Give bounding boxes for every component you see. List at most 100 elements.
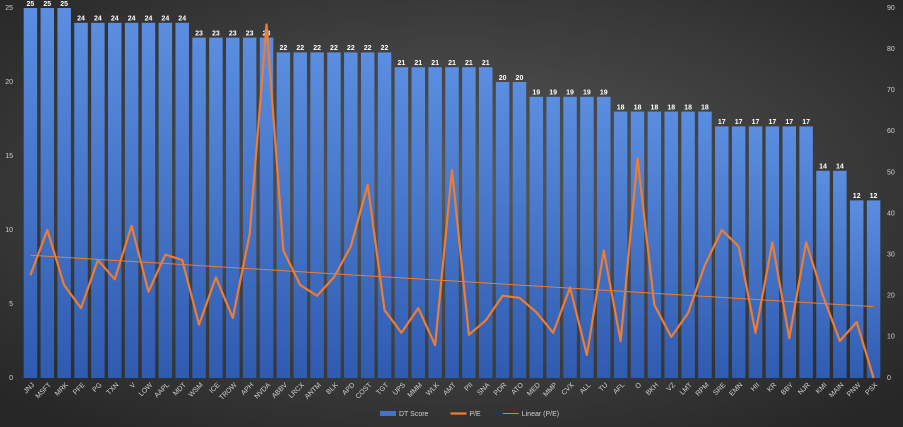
bar <box>597 96 611 379</box>
x-tick-label: KR <box>766 382 778 394</box>
value-label: 22 <box>347 45 355 52</box>
value-label: 17 <box>752 119 760 126</box>
bar <box>647 111 662 378</box>
bar <box>74 22 88 379</box>
y-tick-label: 10 <box>5 227 13 234</box>
value-label: 23 <box>195 30 203 37</box>
bar <box>377 52 392 379</box>
bar <box>428 67 442 378</box>
y-tick-label: 15 <box>5 153 13 160</box>
value-label: 22 <box>330 45 338 52</box>
value-label: 18 <box>634 104 642 111</box>
bar <box>344 52 358 379</box>
bar <box>866 200 881 378</box>
bar <box>242 37 257 378</box>
value-label: 20 <box>516 75 524 82</box>
value-label: 25 <box>27 1 35 8</box>
value-label: 18 <box>701 104 709 111</box>
value-label: 22 <box>381 45 389 52</box>
value-label: 23 <box>212 30 220 37</box>
x-tick-label: O <box>634 381 643 390</box>
bar <box>57 8 71 378</box>
value-label: 22 <box>279 45 287 52</box>
bar <box>546 96 560 379</box>
value-label: 17 <box>735 119 743 126</box>
x-tick-label: HII <box>750 382 761 393</box>
y-tick-label: 20 <box>5 79 13 86</box>
value-label: 21 <box>398 60 406 67</box>
bar <box>40 8 55 378</box>
value-label: 14 <box>836 164 844 171</box>
value-label: 22 <box>313 45 321 52</box>
value-label: 21 <box>465 60 473 67</box>
bar <box>580 96 594 379</box>
bar <box>293 52 307 379</box>
value-label: 23 <box>229 30 237 37</box>
line <box>29 23 875 379</box>
value-label: 18 <box>684 104 692 111</box>
bar <box>276 52 291 379</box>
bar <box>849 200 864 378</box>
bar <box>715 126 729 379</box>
y2-tick-label: 60 <box>887 128 895 135</box>
bar <box>698 111 712 378</box>
value-label: 12 <box>870 193 878 200</box>
bar <box>226 37 240 378</box>
y-tick-label: 5 <box>9 301 13 308</box>
value-label: 20 <box>499 75 507 82</box>
value-label: 24 <box>145 16 153 23</box>
bar <box>799 126 813 379</box>
bar <box>108 22 122 379</box>
bar <box>192 37 206 378</box>
value-label: 24 <box>111 16 119 23</box>
bar <box>833 170 847 378</box>
bar <box>529 96 544 379</box>
bar <box>630 111 645 378</box>
bar <box>731 126 746 379</box>
value-label: 22 <box>364 45 372 52</box>
value-label: 19 <box>549 90 557 97</box>
y2-tick-label: 0 <box>887 375 891 382</box>
bar <box>327 52 341 379</box>
trendline <box>30 254 874 308</box>
legend-swatch <box>380 411 396 416</box>
y2-tick-label: 10 <box>887 334 895 341</box>
value-label: 17 <box>802 119 810 126</box>
value-label: 18 <box>667 104 675 111</box>
value-label: 21 <box>482 60 490 67</box>
y2-tick-label: 20 <box>887 293 895 300</box>
value-label: 25 <box>43 1 51 8</box>
x-tick-label: PII <box>464 382 475 393</box>
bar <box>158 22 173 379</box>
bar <box>394 67 409 378</box>
bar <box>310 52 324 379</box>
bar <box>141 22 156 379</box>
value-label: 19 <box>532 90 540 97</box>
value-label: 21 <box>431 60 439 67</box>
bar <box>816 170 830 378</box>
y2-tick-label: 80 <box>887 46 895 53</box>
x-tick-label: TU <box>598 382 610 394</box>
value-label: 19 <box>583 90 591 97</box>
value-label: 21 <box>414 60 422 67</box>
value-label: 24 <box>178 16 186 23</box>
value-label: 24 <box>161 16 169 23</box>
value-label: 17 <box>718 119 726 126</box>
value-label: 23 <box>246 30 254 37</box>
y2-tick-label: 40 <box>887 210 895 217</box>
bar <box>124 22 139 379</box>
legend-label: Linear (P/E) <box>522 411 559 418</box>
bar <box>782 126 796 379</box>
bar <box>411 67 426 378</box>
bar <box>360 52 375 379</box>
legend-label: P/E <box>469 411 481 418</box>
value-label: 24 <box>128 16 136 23</box>
y-tick-label: 0 <box>9 375 13 382</box>
bar <box>664 111 678 378</box>
value-label: 24 <box>94 16 102 23</box>
value-label: 14 <box>819 164 827 171</box>
value-label: 24 <box>77 16 85 23</box>
bar <box>495 82 510 378</box>
value-label: 17 <box>785 119 793 126</box>
value-label: 17 <box>768 119 776 126</box>
